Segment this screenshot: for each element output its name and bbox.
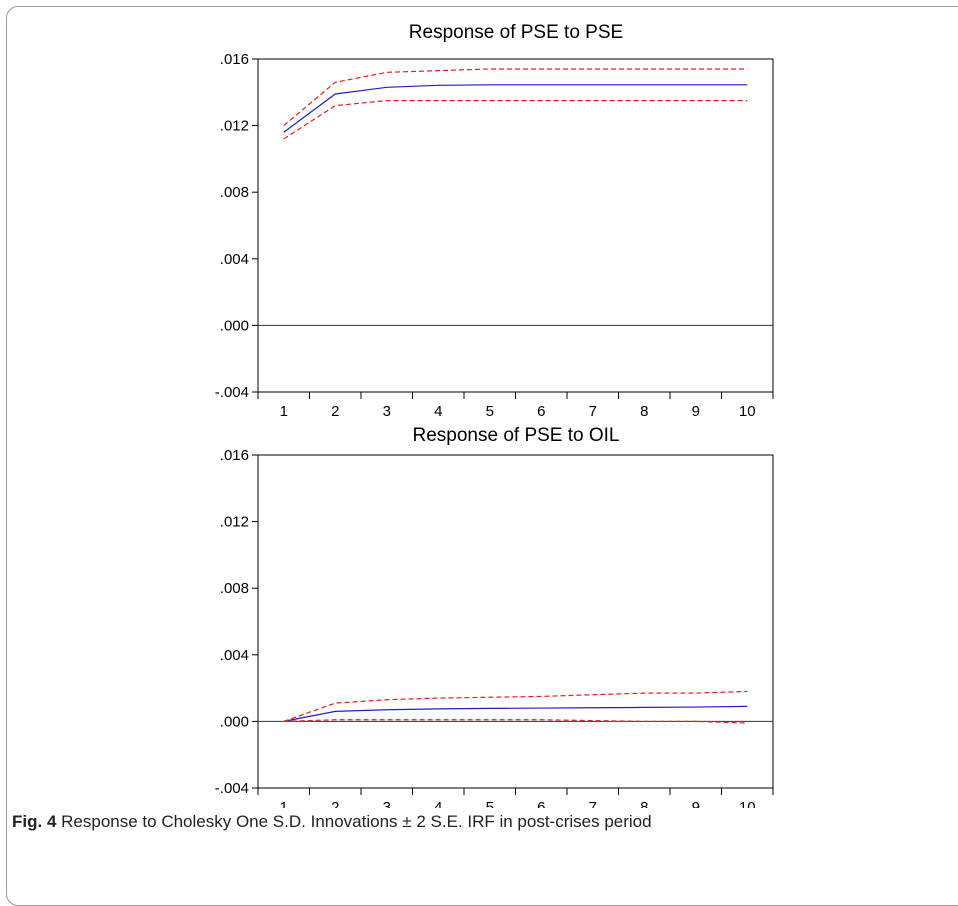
x-tick-label: 6 bbox=[537, 799, 545, 808]
chart-response-pse-to-oil: Response of PSE to OIL -.004 .000 .004 .008… bbox=[215, 425, 774, 808]
plot-frame bbox=[257, 454, 774, 789]
upper-band-line bbox=[283, 68, 748, 127]
caption-text: Response to Cholesky One S.D. Innovation… bbox=[61, 812, 652, 831]
y-tick-label: .016 bbox=[220, 51, 249, 68]
x-tick-label: 6 bbox=[537, 403, 545, 420]
y-tick-label: .008 bbox=[220, 580, 249, 597]
chart-response-pse-to-pse: Response of PSE to PSE -.004 .000 .004 .008… bbox=[215, 22, 774, 420]
y-tick-label: .000 bbox=[220, 317, 249, 334]
y-tick-label: .000 bbox=[220, 713, 249, 730]
caption-label: Fig. 4 bbox=[12, 812, 57, 831]
x-tick-label: 2 bbox=[331, 799, 339, 808]
y-tick-label: .012 bbox=[220, 514, 249, 531]
x-tick-label: 8 bbox=[640, 403, 648, 420]
y-tick-label: .008 bbox=[220, 184, 249, 201]
y-tick-label: -.004 bbox=[215, 780, 249, 797]
chart-title: Response of PSE to PSE bbox=[409, 22, 623, 43]
y-tick-label: .004 bbox=[220, 251, 249, 268]
x-tick-label: 1 bbox=[280, 799, 288, 808]
x-tick-label: 4 bbox=[434, 403, 442, 420]
upper-band-line bbox=[283, 690, 748, 722]
x-tick-label: 5 bbox=[486, 403, 494, 420]
x-tick-label: 9 bbox=[692, 799, 700, 808]
x-tick-label: 4 bbox=[434, 799, 442, 808]
lower-band-line bbox=[283, 100, 748, 140]
x-tick-label: 7 bbox=[589, 403, 597, 420]
x-tick-label: 2 bbox=[331, 403, 339, 420]
plot-frame bbox=[257, 58, 774, 393]
x-tick-label: 5 bbox=[486, 799, 494, 808]
y-tick-label: .012 bbox=[220, 118, 249, 135]
response-line bbox=[283, 705, 748, 722]
response-line bbox=[283, 84, 748, 133]
x-tick-label: 10 bbox=[739, 403, 756, 420]
y-tick-label: -.004 bbox=[215, 384, 249, 401]
y-tick-label: .016 bbox=[220, 447, 249, 464]
x-tick-label: 3 bbox=[383, 403, 391, 420]
x-tick-label: 9 bbox=[692, 403, 700, 420]
x-tick-label: 7 bbox=[589, 799, 597, 808]
figure-charts: Response of PSE to PSE -.004 .000 .004 .008… bbox=[215, 22, 774, 808]
chart-title: Response of PSE to OIL bbox=[412, 425, 619, 446]
figure-caption: Fig. 4 Response to Cholesky One S.D. Inn… bbox=[12, 812, 652, 832]
x-tick-label: 1 bbox=[280, 403, 288, 420]
x-tick-label: 3 bbox=[383, 799, 391, 808]
x-tick-label: 8 bbox=[640, 799, 648, 808]
y-tick-label: .004 bbox=[220, 647, 249, 664]
lower-band-line bbox=[283, 719, 748, 724]
x-tick-label: 10 bbox=[739, 799, 756, 808]
